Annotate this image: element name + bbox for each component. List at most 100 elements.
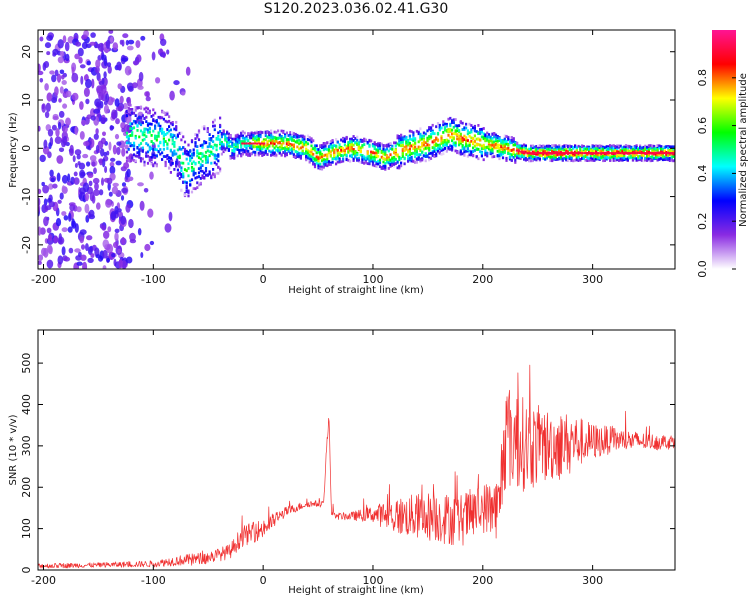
spectrogram-cell: [78, 251, 82, 258]
spectrogram-cell: [463, 138, 466, 141]
spectrogram-cell: [370, 158, 373, 161]
spectrogram-cell: [447, 146, 450, 149]
spectrogram-cell: [95, 43, 101, 49]
spectrogram-cell: [319, 156, 322, 160]
spectrogram-cell: [136, 154, 139, 158]
spectrogram-cell: [169, 121, 172, 125]
spectrogram-cell: [583, 152, 586, 155]
spectrogram-cell: [326, 148, 329, 151]
spectrogram-cell: [551, 159, 554, 163]
spectrogram-cell: [382, 144, 385, 147]
spectrogram-cell: [291, 147, 294, 151]
spectrogram-cell: [266, 153, 269, 156]
spectrogram-cell: [419, 132, 422, 136]
spectrogram-cell: [588, 157, 591, 160]
spectrogram-cell: [176, 172, 179, 176]
spectrogram-cell: [428, 152, 431, 156]
spectrogram-cell: [270, 141, 273, 145]
spectrogram-cell: [637, 148, 640, 151]
spectrogram-cell: [236, 138, 239, 142]
spectrogram-cell: [616, 144, 619, 147]
spectrogram-cell: [612, 144, 615, 147]
spectrogram-cell: [178, 177, 181, 180]
spectrogram-cell: [268, 139, 271, 143]
spectrogram-cell: [169, 163, 172, 167]
spectrogram-cell: [584, 150, 587, 153]
spectrogram-cell: [512, 150, 515, 154]
spectrogram-cell: [452, 141, 455, 145]
spectrogram-cell: [146, 128, 150, 132]
spectrogram-cell: [547, 148, 550, 151]
spectrogram-cell: [83, 87, 90, 97]
spectrogram-cell: [259, 149, 262, 153]
spectrogram-cell: [76, 153, 81, 160]
spectrogram-cell: [472, 154, 475, 157]
spectrogram-cell: [312, 162, 315, 166]
spectrogram-cell: [382, 147, 385, 151]
spectrogram-cell: [408, 141, 411, 145]
spectrogram-cell: [577, 156, 580, 160]
spectrogram-cell: [75, 41, 82, 47]
spectrogram-cell: [289, 144, 292, 148]
spectrogram-cell: [415, 153, 418, 156]
spectrogram-cell: [139, 105, 143, 109]
spectrogram-cell: [626, 157, 629, 161]
spectrogram-cell: [65, 90, 72, 98]
spectrogram-cell: [382, 164, 385, 168]
spectrogram-cell: [266, 135, 269, 139]
spectrogram-cell: [199, 152, 202, 155]
spectrogram-cell: [582, 147, 585, 150]
spectrogram-y-tick-label: -10: [20, 188, 33, 206]
spectrogram-cell: [436, 149, 440, 153]
spectrogram-cell: [180, 169, 183, 173]
spectrogram-cell: [210, 145, 213, 148]
spectrogram-cell: [296, 139, 299, 143]
spectrogram-cell: [405, 142, 408, 145]
spectrogram-cell: [255, 138, 259, 142]
spectrogram-cell: [561, 146, 564, 150]
spectrogram-cell: [549, 147, 552, 151]
spectrogram-cell: [171, 123, 174, 127]
spectrogram-cell: [220, 147, 223, 151]
spectrogram-cell: [417, 130, 420, 134]
spectrogram-cell: [609, 147, 612, 151]
spectrogram-cell: [132, 141, 136, 145]
spectrogram-cell: [67, 173, 71, 182]
spectrogram-cell: [80, 254, 87, 261]
spectrogram-cell: [507, 146, 510, 150]
spectrogram-cell: [81, 119, 87, 126]
spectrogram-cell: [510, 153, 513, 157]
spectrogram-cell: [494, 133, 498, 137]
spectrogram-cell: [544, 149, 547, 153]
spectrogram-cell: [570, 159, 573, 162]
spectrogram-cell: [131, 144, 134, 147]
spectrogram-cell: [343, 143, 346, 147]
spectrogram-cell: [247, 132, 250, 135]
spectrogram-cell: [164, 155, 167, 158]
spectrogram-cell: [48, 183, 54, 190]
spectrogram-cell: [76, 261, 83, 266]
spectrogram-cell: [426, 138, 429, 142]
spectrogram-cell: [468, 134, 471, 138]
spectrogram-cell: [428, 156, 431, 160]
spectrogram-cell: [463, 153, 466, 157]
spectrogram-cell: [475, 143, 478, 147]
spectrogram-cell: [496, 146, 499, 150]
spectrogram-cell: [421, 134, 424, 138]
spectrogram-cell: [456, 137, 459, 141]
spectrogram-cell: [175, 164, 178, 168]
spectrogram-cell: [498, 152, 501, 155]
spectrogram-cell: [56, 73, 62, 83]
spectrogram-cell: [63, 215, 69, 221]
spectrogram-cell: [241, 152, 244, 156]
spectrogram-cell: [204, 167, 208, 170]
spectrogram-cell: [540, 146, 543, 150]
spectrogram-cell: [197, 171, 201, 175]
spectrogram-cell: [551, 155, 554, 159]
spectrogram-cell: [273, 152, 276, 155]
spectrogram-cell: [640, 146, 643, 150]
spectrogram-cell: [299, 141, 302, 145]
spectrogram-cell: [143, 160, 146, 164]
spectrogram-cell: [558, 144, 561, 148]
spectrogram-cell: [247, 154, 250, 157]
